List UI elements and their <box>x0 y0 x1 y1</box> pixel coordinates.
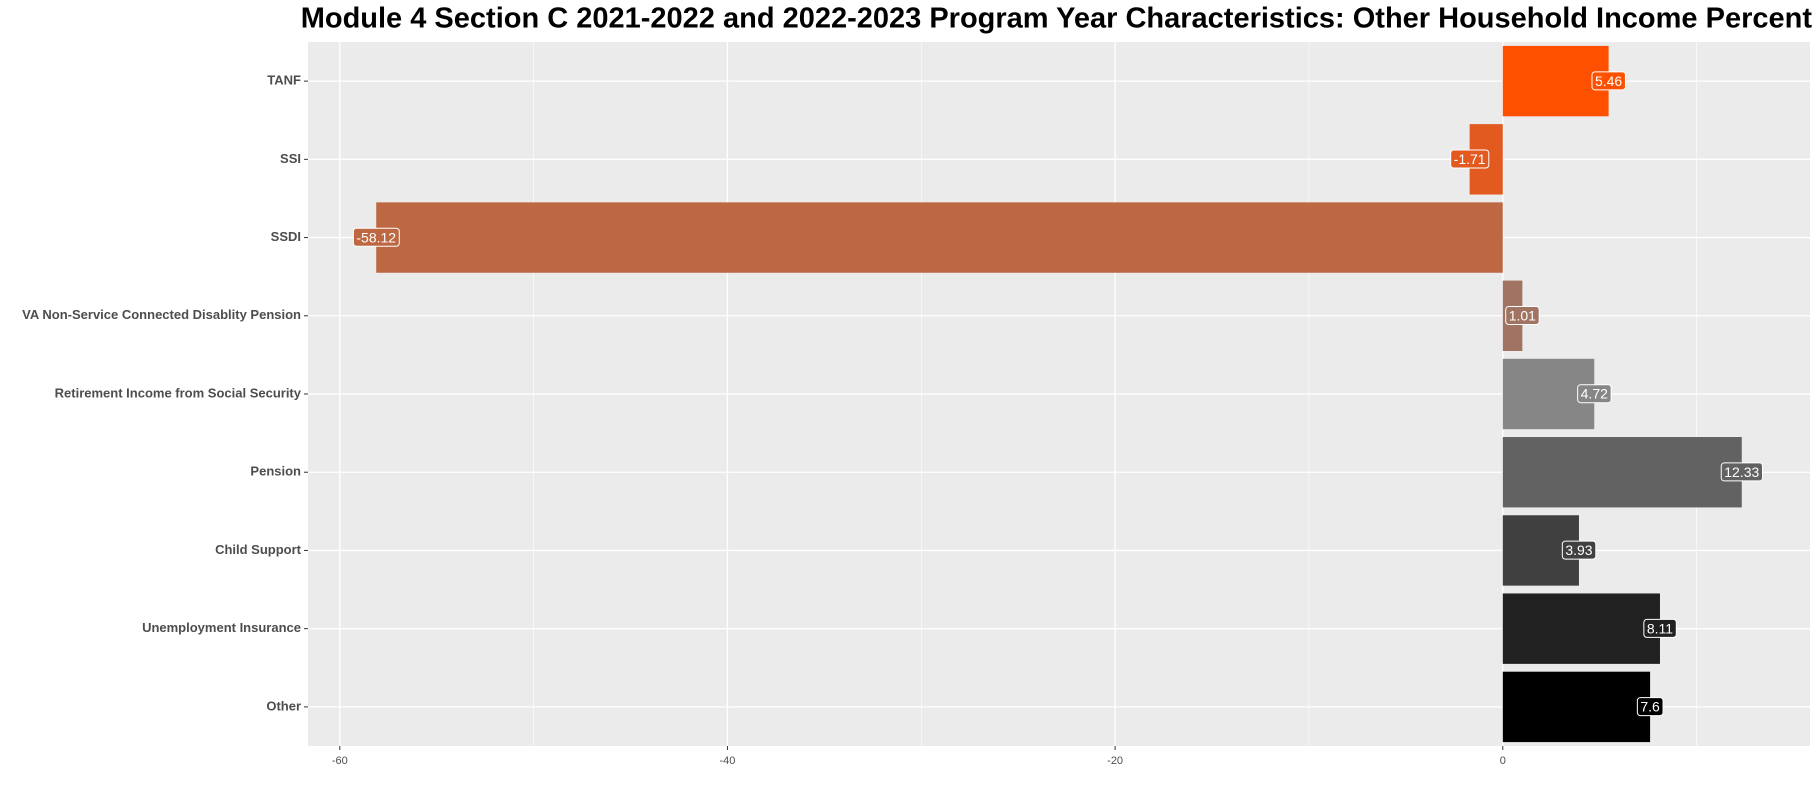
y-tick-label: SSI <box>280 151 301 166</box>
value-label: 7.6 <box>1640 699 1660 715</box>
value-label-box <box>1450 149 1490 169</box>
bar <box>1502 671 1651 743</box>
value-label: 5.46 <box>1595 73 1622 89</box>
y-tick-label: Child Support <box>215 542 302 557</box>
value-label: -58.12 <box>356 229 396 245</box>
bar <box>376 202 1503 273</box>
bar <box>1502 593 1660 664</box>
x-tick-label: -20 <box>1107 755 1123 767</box>
y-tick-label: TANF <box>267 73 301 88</box>
chart-title: Module 4 Section C 2021-2022 and 2022-20… <box>301 3 1813 35</box>
value-label-box <box>1577 384 1612 404</box>
y-tick-label: Retirement Income from Social Security <box>55 385 302 400</box>
x-tick-label: -40 <box>719 755 735 767</box>
value-label: -1.71 <box>1454 151 1486 167</box>
y-tick-label: Other <box>266 698 301 713</box>
value-label: 3.93 <box>1565 542 1592 558</box>
value-label: 12.33 <box>1724 464 1759 480</box>
bar <box>1502 437 1742 508</box>
y-tick-label: VA Non-Service Connected Disablity Pensi… <box>22 307 301 322</box>
value-label-box <box>1505 305 1540 325</box>
bar <box>1502 45 1609 117</box>
value-label: 8.11 <box>1647 620 1673 636</box>
value-label-box <box>1720 462 1763 482</box>
value-label-box <box>1643 618 1677 638</box>
value-label-box <box>1591 71 1626 91</box>
value-label-box <box>1636 697 1664 717</box>
y-tick-label: Pension <box>250 464 301 479</box>
x-tick-label: -60 <box>332 755 348 767</box>
x-tick-label: 0 <box>1500 755 1506 767</box>
y-tick-label: Unemployment Insurance <box>142 620 301 635</box>
value-label: 4.72 <box>1581 386 1608 402</box>
value-label-box <box>1561 540 1597 560</box>
value-label-box <box>352 227 400 247</box>
y-tick-label: SSDI <box>271 229 301 244</box>
value-label: 1.01 <box>1509 307 1536 323</box>
